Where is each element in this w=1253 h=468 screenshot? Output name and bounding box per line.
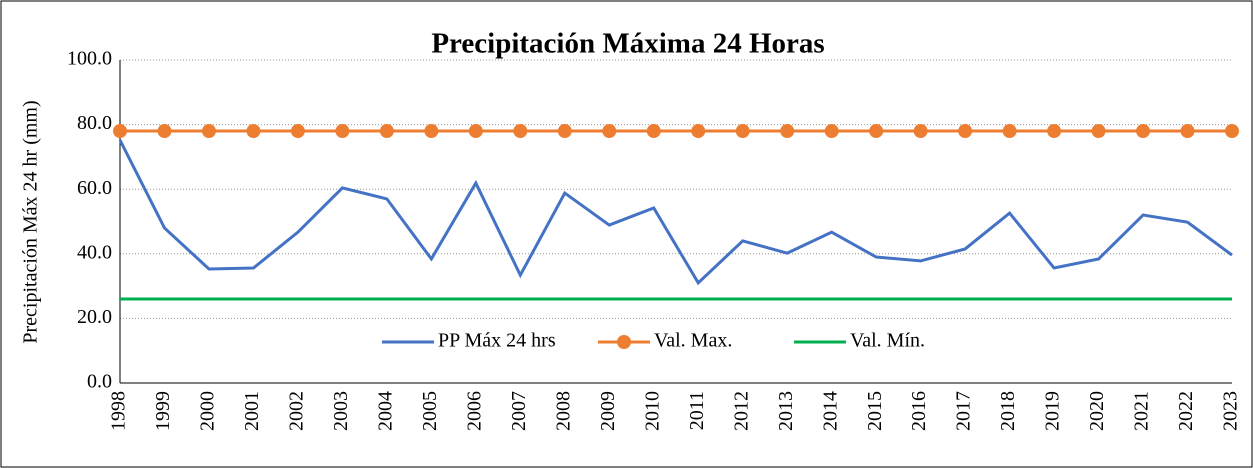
series-marker (735, 124, 750, 139)
x-tick-label: 2013 (775, 391, 797, 431)
x-tick-label: 2003 (330, 391, 352, 431)
x-tick-label: 2010 (641, 391, 663, 431)
series-marker (246, 124, 261, 139)
x-tick-label: 2011 (686, 391, 708, 430)
series-marker (513, 124, 528, 139)
x-tick-label: 2023 (1220, 391, 1242, 431)
legend-label: Val. Max. (654, 330, 732, 352)
series-marker (913, 124, 928, 139)
series-marker (824, 124, 839, 139)
x-tick-label: 2009 (597, 391, 619, 431)
series-marker (1180, 124, 1195, 139)
x-tick-label: 1998 (108, 391, 130, 431)
series-line (118, 139, 1233, 286)
series-marker (1136, 124, 1151, 139)
x-tick-label: 2005 (419, 391, 441, 431)
x-tick-label: 2000 (197, 391, 219, 431)
series-marker (646, 124, 661, 139)
series-marker (290, 124, 305, 139)
series-marker (157, 124, 172, 139)
series-marker (557, 124, 572, 139)
x-tick-label: 2002 (286, 391, 308, 431)
series-marker (468, 124, 483, 139)
y-tick-label: 0.0 (87, 371, 112, 393)
x-tick-label: 2017 (953, 391, 975, 431)
x-tick-label: 2018 (997, 391, 1019, 431)
chart-title: Precipitación Máxima 24 Horas (431, 28, 824, 60)
y-tick-label: 100.0 (67, 48, 112, 70)
x-tick-label: 2020 (1086, 391, 1108, 431)
x-tick-label: 2001 (241, 391, 263, 431)
x-tick-label: 2021 (1131, 391, 1153, 431)
x-tick-label: 2019 (1042, 391, 1064, 431)
series-marker (1091, 124, 1106, 139)
series-marker (424, 124, 439, 139)
x-tick-label: 2014 (819, 391, 841, 431)
y-tick-label: 20.0 (77, 306, 112, 328)
series-marker (691, 124, 706, 139)
series-marker (869, 124, 884, 139)
series-marker (1225, 124, 1239, 139)
series-marker (379, 124, 394, 139)
x-tick-label: 2016 (908, 391, 930, 431)
x-tick-label: 2015 (864, 391, 886, 431)
series-marker (335, 124, 350, 139)
y-tick-label: 80.0 (77, 112, 112, 134)
series-marker (1002, 124, 1017, 139)
x-tick-label: 2008 (552, 391, 574, 431)
series-marker (113, 124, 127, 139)
y-axis-label: Precipitación Máx 24 hr (mm) (20, 100, 42, 343)
x-tick-label: 1999 (152, 391, 174, 431)
x-tick-label: 2006 (463, 391, 485, 431)
series-marker (780, 124, 795, 139)
x-tick-label: 2007 (508, 391, 530, 431)
series-marker (602, 124, 617, 139)
x-tick-label: 2012 (730, 391, 752, 431)
series-marker (201, 124, 216, 139)
y-tick-label: 60.0 (77, 177, 112, 199)
y-tick-label: 40.0 (77, 241, 112, 263)
legend-marker (617, 335, 631, 349)
legend-label: Val. Mín. (850, 330, 925, 352)
x-tick-label: 2004 (374, 391, 396, 431)
series-marker (958, 124, 973, 139)
series-marker (1047, 124, 1062, 139)
legend-label: PP Máx 24 hrs (438, 330, 556, 352)
x-tick-label: 2022 (1175, 391, 1197, 431)
